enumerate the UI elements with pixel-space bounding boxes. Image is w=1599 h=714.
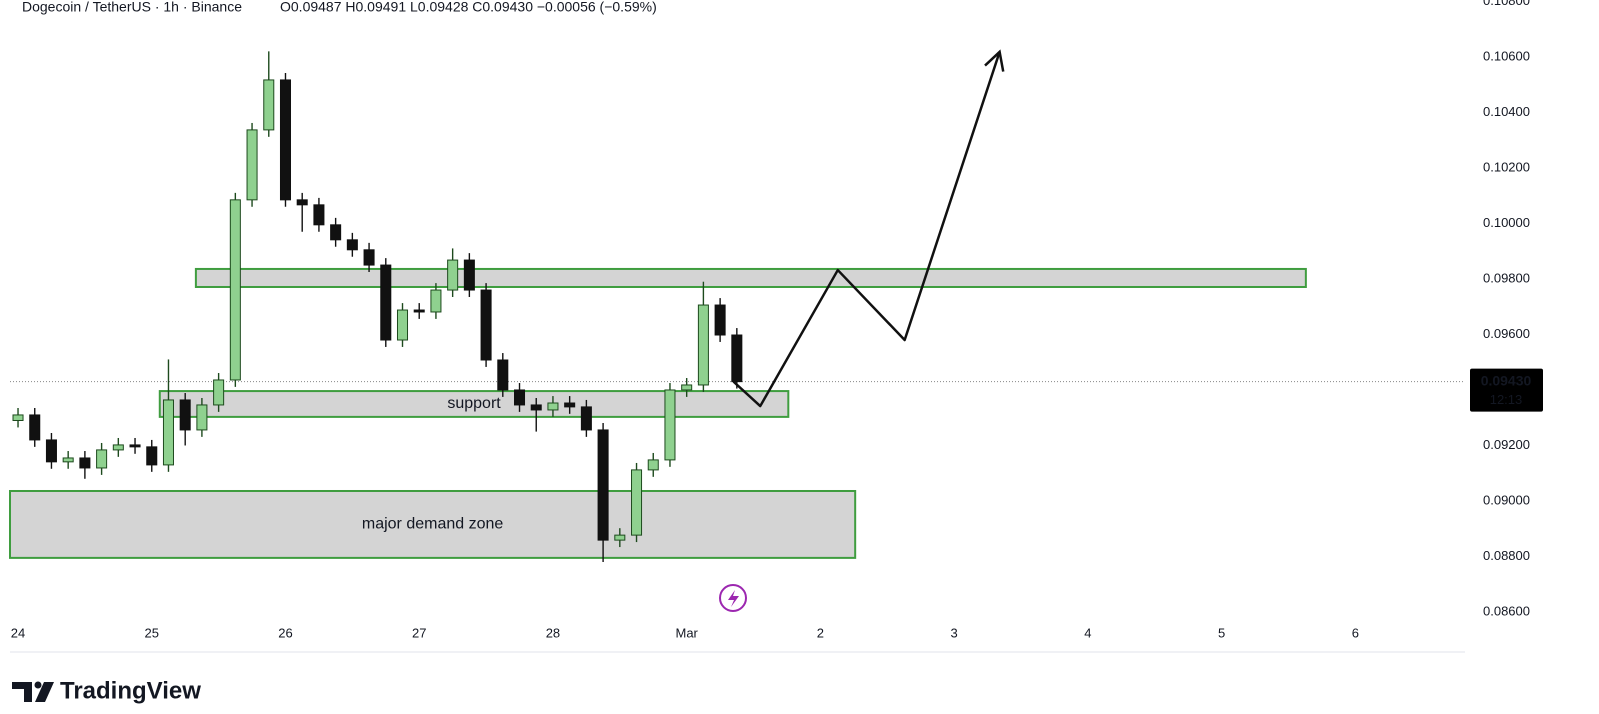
y-tick-label: 0.09800 (1483, 270, 1530, 285)
zone-label: major demand zone (362, 516, 504, 533)
y-tick-label: 0.09600 (1483, 326, 1530, 341)
candle-body (530, 404, 542, 411)
y-tick-label: 0.09200 (1483, 437, 1530, 452)
zone (158, 390, 790, 418)
logo-dot (34, 681, 42, 689)
x-tick-label: Mar (675, 625, 698, 640)
candle-body (697, 304, 709, 386)
candle-body (731, 334, 743, 383)
event-icon (719, 584, 747, 612)
x-tick-label: 5 (1218, 625, 1225, 640)
candle-body (12, 414, 24, 421)
candle-body (396, 309, 409, 341)
candle-body (229, 199, 241, 381)
y-tick-label: 0.08600 (1483, 603, 1530, 618)
candle-body (647, 459, 659, 471)
candle-body (79, 457, 91, 469)
x-tick-label: 3 (951, 625, 958, 640)
candle-body (129, 444, 141, 448)
candle-body (112, 444, 124, 451)
zone (9, 489, 857, 559)
candle-body (330, 224, 342, 241)
x-tick-label: 2 (817, 625, 824, 640)
y-tick-label: 0.10400 (1483, 104, 1530, 119)
candle-body (430, 289, 442, 313)
countdown-label: 12:13 (1490, 392, 1523, 407)
y-tick-label: 0.10600 (1483, 48, 1530, 63)
candle-body (45, 439, 57, 463)
candle-body (380, 264, 392, 341)
zones: support major demand zone (9, 267, 1307, 559)
last-price-label: 0.09430 (1481, 372, 1532, 388)
candle-body (447, 259, 459, 291)
last-price-box (1470, 368, 1543, 412)
x-tick-label: 28 (546, 625, 560, 640)
candle-body (246, 129, 258, 201)
candle-body (480, 289, 492, 361)
candle-body (714, 304, 726, 336)
chart-title: Dogecoin / TetherUS · 1h · Binance (22, 0, 242, 15)
candle-body (413, 309, 425, 313)
candle-body (547, 402, 559, 411)
y-tick-label: 0.09000 (1483, 492, 1530, 507)
candle-body (62, 457, 74, 463)
candle-body (631, 469, 643, 536)
zone-label: support (447, 395, 501, 412)
y-tick-label: 0.10800 (1483, 0, 1530, 8)
candle-body (681, 384, 693, 391)
candle-body (179, 399, 191, 431)
logo-shape (12, 682, 32, 702)
candle-body (346, 239, 358, 251)
brand-name: TradingView (60, 677, 201, 704)
logo-shape (35, 682, 54, 702)
candle-body (263, 79, 275, 131)
candle-body (514, 389, 526, 406)
y-tick-label: 0.10200 (1483, 159, 1530, 174)
candle-body (279, 79, 292, 201)
candle-body (96, 449, 108, 469)
x-tick-label: 4 (1084, 625, 1091, 640)
candles (12, 51, 743, 563)
arrow-head (984, 49, 1005, 72)
candle-body (313, 204, 325, 226)
candle-body (463, 259, 475, 291)
candle-body (29, 414, 41, 441)
y-tick-label: 0.08800 (1483, 548, 1530, 563)
candle-body (296, 199, 308, 206)
candle-body (196, 404, 208, 431)
candle-body (497, 359, 509, 391)
candle-body (664, 389, 676, 461)
x-tick-label: 24 (11, 625, 25, 640)
x-tick-label: 26 (278, 625, 292, 640)
candle-body (597, 429, 609, 541)
candle-body (146, 446, 158, 466)
candle-body (580, 406, 592, 431)
y-tick-label: 0.10000 (1483, 215, 1530, 230)
x-tick-label: 6 (1352, 625, 1359, 640)
x-tick-label: 27 (412, 625, 426, 640)
candle-body (564, 402, 576, 408)
projection-line (732, 51, 1001, 408)
candle-body (614, 534, 626, 541)
ohlc-readout: O0.09487 H0.09491 L0.09428 C0.09430 −0.0… (280, 0, 657, 15)
candle-body (363, 249, 375, 266)
brand-logo (12, 681, 54, 702)
candle-body (162, 399, 174, 466)
candle-body (213, 379, 225, 406)
zone (194, 267, 1307, 288)
event-icon-bolt (728, 590, 739, 607)
x-tick-label: 25 (145, 625, 159, 640)
